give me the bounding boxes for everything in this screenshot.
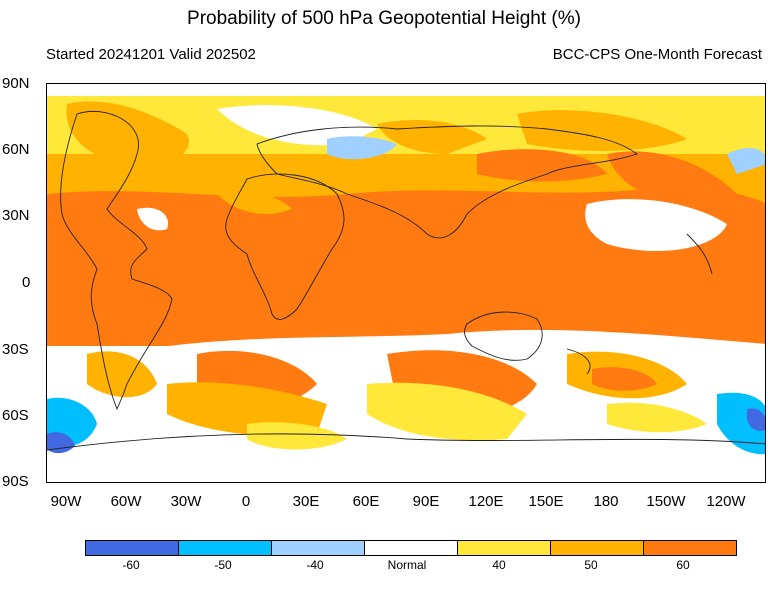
legend-label-neg40: -40 <box>306 558 324 572</box>
legend-label-neg50: -50 <box>214 558 232 572</box>
map-plot-area <box>46 83 766 483</box>
lat-label-30n: 30N <box>2 207 30 224</box>
legend-label-normal: Normal <box>387 558 427 572</box>
legend-label-60: 60 <box>676 558 690 572</box>
legend-swatch-neg50 <box>178 541 271 555</box>
legend-label-neg60: -60 <box>122 558 140 572</box>
lat-label-0: 0 <box>22 274 31 291</box>
forecast-system: BCC-CPS One-Month Forecast <box>552 46 762 63</box>
coastlines <box>47 110 765 451</box>
tropical-band <box>47 187 765 353</box>
lon-label-30w: 30W <box>170 493 202 510</box>
legend-swatch-neg60 <box>86 541 178 555</box>
northern-hemisphere-field <box>47 84 765 209</box>
lon-label-150e: 150E <box>528 493 564 510</box>
lon-label-180: 180 <box>593 493 619 510</box>
lon-label-150w: 150W <box>646 493 686 510</box>
forecast-dates: Started 20241201 Valid 202502 <box>46 46 256 63</box>
southern-hemisphere-field <box>47 346 765 482</box>
lat-label-90n: 90N <box>2 75 30 92</box>
legend-label-40: 40 <box>492 558 506 572</box>
legend-label-50: 50 <box>584 558 598 572</box>
lon-label-90w: 90W <box>50 493 82 510</box>
lon-label-60e: 60E <box>352 493 380 510</box>
legend-swatch-40 <box>457 541 550 555</box>
lon-label-90e: 90E <box>412 493 440 510</box>
lat-label-60n: 60N <box>2 141 30 158</box>
legend-swatch-neg40 <box>271 541 364 555</box>
probability-map <box>47 84 765 482</box>
map-title: Probability of 500 hPa Geopotential Heig… <box>187 8 581 29</box>
legend-swatch-50 <box>550 541 643 555</box>
legend-colorbar <box>85 540 737 556</box>
lon-label-120w: 120W <box>706 493 746 510</box>
legend-swatch-60 <box>643 541 736 555</box>
lon-label-120e: 120E <box>468 493 504 510</box>
lat-label-30s: 30S <box>2 341 29 358</box>
lon-label-0: 0 <box>241 493 251 510</box>
lon-label-60w: 60W <box>110 493 142 510</box>
lon-label-30e: 30E <box>292 493 320 510</box>
lat-label-60s: 60S <box>2 407 29 424</box>
lat-label-90s: 90S <box>2 473 29 490</box>
legend-swatch-normal <box>364 541 457 555</box>
